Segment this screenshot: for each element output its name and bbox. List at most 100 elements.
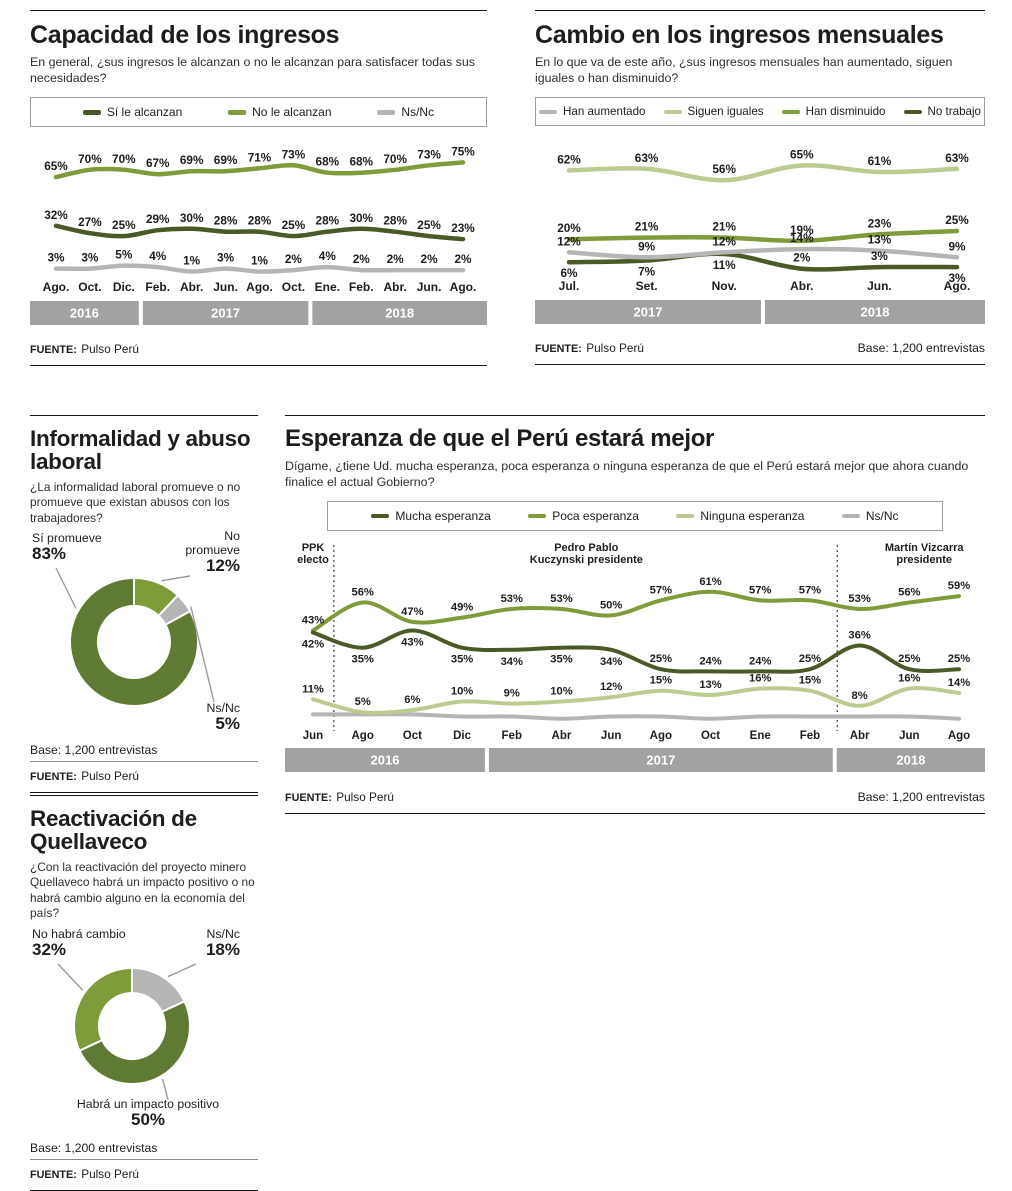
esperanza-svg: 2016 2017 2018 Jun Ago Oct Dic Feb Abr Jun Ago Oct E… [285,542,985,773]
svg-text:73%: 73% [282,148,306,162]
source-value: Pulso Perú [81,342,139,357]
svg-text:47%: 47% [401,606,423,618]
chart-subtitle: Dígame, ¿tiene Ud. mucha esperanza, poca… [285,458,969,490]
chart-subtitle: En general, ¿sus ingresos le alcanzan o … [30,55,475,86]
svg-text:56%: 56% [712,162,736,176]
source-label: FUENTE: [30,771,77,784]
source-label: FUENTE: [30,344,77,357]
svg-text:Dic: Dic [453,730,472,742]
svg-text:43%: 43% [401,637,423,649]
legend-item: Mucha esperanza [371,509,491,523]
base-note: Base: 1,200 entrevistas [857,790,985,805]
chart-title: Esperanza de que el Perú estará mejor [285,425,715,452]
legend-swatch [663,109,682,114]
svg-text:2017: 2017 [211,306,240,321]
cambio-line-chart: 2017 2018 Jul. Set. Nov. Abr. Jun. Ago. 12% 9% 12%… [535,132,985,333]
legend-swatch [228,110,247,115]
svg-text:25%: 25% [898,653,920,665]
svg-text:6%: 6% [404,694,420,706]
svg-text:PPK: PPK [302,542,325,554]
svg-text:24%: 24% [699,656,721,668]
chart-legend: Han aumentado Siguen iguales Han disminuid… [535,97,985,127]
svg-text:67%: 67% [146,156,170,170]
legend-swatch [82,110,101,115]
svg-text:32%: 32% [32,940,66,959]
capacidad-line-chart: 2016 2017 2018 Ago. Oct. Dic. Feb. Abr. Jun. Ago.… [30,133,487,334]
svg-text:61%: 61% [868,154,892,168]
svg-text:2%: 2% [387,252,405,266]
source-row: FUENTE: Pulso Perú Base: 1,200 entrevist… [285,784,985,815]
svg-text:Abr.: Abr. [790,279,813,293]
svg-text:20%: 20% [557,221,581,235]
svg-text:25%: 25% [417,218,441,232]
source-label: FUENTE: [535,343,582,356]
base-note: Base: 1,200 entrevistas [857,341,985,356]
svg-text:24%: 24% [749,656,771,668]
svg-text:Jun.: Jun. [417,280,442,294]
legend-swatch [903,109,922,114]
svg-text:61%: 61% [699,576,721,588]
legend-item: Poca esperanza [528,509,639,523]
svg-text:2017: 2017 [646,753,675,768]
svg-text:No habrá cambio: No habrá cambio [32,927,126,941]
svg-text:2%: 2% [285,252,303,266]
svg-text:2%: 2% [793,251,811,265]
panel-esperanza: Esperanza de que el Perú estará mejor Dí… [285,415,985,815]
svg-text:25%: 25% [945,213,969,227]
svg-text:75%: 75% [451,145,475,159]
svg-text:63%: 63% [945,151,969,165]
svg-text:Pedro Pablo: Pedro Pablo [554,542,618,554]
svg-text:35%: 35% [451,654,473,666]
svg-text:Ago: Ago [352,730,374,742]
svg-text:Martín Vizcarra: Martín Vizcarra [885,542,965,554]
svg-text:25%: 25% [650,653,672,665]
svg-text:32%: 32% [44,208,68,222]
svg-text:10%: 10% [451,686,473,698]
svg-text:2%: 2% [454,252,472,266]
svg-text:presidente: presidente [896,554,952,566]
svg-text:16%: 16% [749,673,771,685]
svg-text:34%: 34% [600,656,622,668]
svg-text:2%: 2% [421,252,439,266]
svg-text:15%: 15% [650,675,672,687]
svg-text:Ago.: Ago. [944,279,971,293]
svg-text:28%: 28% [248,214,272,228]
svg-text:2018: 2018 [385,306,414,321]
svg-text:69%: 69% [180,153,204,167]
chart-subtitle: En lo que va de este año, ¿sus ingresos … [535,55,953,86]
legend-item: No le alcanzan [228,105,332,119]
svg-text:Feb.: Feb. [145,280,170,294]
svg-text:2%: 2% [353,252,371,266]
svg-text:62%: 62% [557,153,581,167]
source-value: Pulso Perú [586,341,644,356]
svg-text:25%: 25% [799,653,821,665]
svg-text:65%: 65% [790,148,814,162]
source-row: FUENTE: Pulso Perú [30,1158,258,1191]
svg-text:49%: 49% [451,602,473,614]
svg-text:Ago.: Ago. [246,280,273,294]
svg-text:9%: 9% [638,240,656,254]
svg-text:Oct.: Oct. [78,280,101,294]
svg-text:Set.: Set. [636,279,658,293]
svg-text:18%: 18% [206,940,240,959]
source-row: FUENTE: Pulso Perú [30,761,258,794]
legend-item: Han disminuido [781,105,886,118]
svg-text:4%: 4% [149,249,167,263]
legend-item: Han aumentado [539,105,646,118]
legend-swatch [781,109,800,114]
svg-text:2018: 2018 [896,753,925,768]
svg-text:12%: 12% [557,235,581,249]
legend-swatch [676,513,695,519]
svg-text:57%: 57% [749,585,771,597]
svg-text:23%: 23% [451,221,475,235]
svg-text:56%: 56% [898,587,920,599]
source-label: FUENTE: [30,1168,77,1181]
legend-swatch [371,513,390,519]
svg-text:10%: 10% [550,686,572,698]
svg-text:3%: 3% [47,251,65,265]
svg-text:Ago: Ago [650,730,672,742]
chart-title: Cambio en los ingresos mensuales [535,21,944,49]
svg-text:36%: 36% [848,630,870,642]
svg-text:13%: 13% [868,233,892,247]
chart-title: Capacidad de los ingresos [30,21,340,49]
